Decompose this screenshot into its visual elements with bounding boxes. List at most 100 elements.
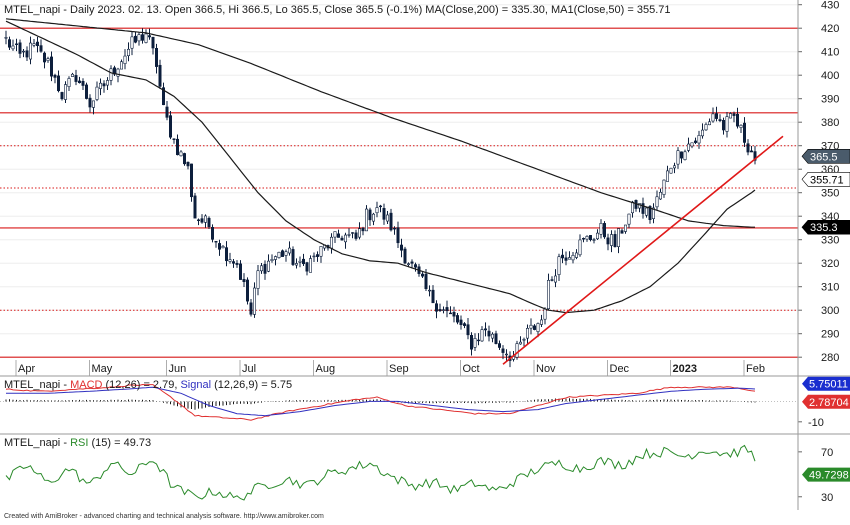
rsi-params: (15)	[91, 437, 111, 449]
candle-body	[78, 80, 82, 84]
x-tick-label-Aug: Aug	[316, 363, 336, 375]
candle-body	[343, 234, 347, 243]
candle-body	[277, 251, 281, 258]
candle-124	[438, 303, 442, 312]
candle-103	[364, 205, 368, 232]
candle-161	[567, 251, 571, 260]
candle-46	[165, 101, 169, 121]
candle-88	[312, 252, 316, 263]
candle-body	[725, 116, 729, 132]
candle-111	[392, 226, 396, 235]
candle-213	[749, 146, 753, 153]
candle-135	[476, 333, 480, 346]
candle-191	[672, 162, 676, 174]
price-tick-label-430: 430	[821, 0, 839, 12]
rsi-separator: -	[63, 437, 70, 449]
candle-202	[711, 107, 715, 123]
candle-body	[487, 330, 491, 337]
price-candles	[4, 28, 757, 368]
candle-body	[92, 100, 96, 108]
price-tick-label-290: 290	[821, 329, 839, 341]
candle-body	[266, 260, 270, 272]
candle-body	[106, 80, 110, 86]
candle-22	[81, 78, 85, 91]
candle-body	[574, 252, 578, 258]
candle-38	[137, 32, 141, 46]
candle-163	[574, 249, 578, 260]
candle-body	[211, 226, 215, 240]
candle-132	[466, 317, 470, 340]
price-badge-365.5: 365.5	[801, 148, 850, 164]
candle-82	[291, 246, 295, 267]
candle-204	[718, 114, 722, 123]
candle-body	[130, 36, 134, 49]
candle-body	[588, 235, 592, 241]
rsi-badge-shape	[802, 467, 850, 482]
x-tick-label-2023: 2023	[673, 363, 697, 375]
candle-48	[172, 138, 176, 144]
candle-200	[704, 122, 708, 131]
candle-130	[459, 315, 463, 330]
candle-body	[204, 215, 208, 223]
candle-146	[515, 340, 519, 360]
candle-138	[487, 325, 491, 342]
candle-71	[253, 282, 257, 318]
candle-98	[347, 228, 351, 238]
candle-35	[127, 42, 131, 62]
candle-143	[504, 349, 508, 361]
candle-body	[67, 78, 71, 87]
candle-body	[700, 129, 704, 137]
candle-151	[532, 324, 536, 331]
price-badge-label: 335.3	[810, 222, 838, 234]
candle-189	[665, 165, 669, 182]
candle-body	[4, 37, 8, 39]
candle-128	[452, 306, 456, 323]
candle-body	[473, 338, 477, 348]
candle-body	[662, 179, 666, 195]
candle-body	[102, 83, 106, 87]
ma200-line	[5, 18, 755, 228]
candle-body	[354, 232, 358, 239]
x-tick-label-Apr: Apr	[18, 363, 35, 375]
candle-body	[441, 309, 445, 311]
candle-body	[8, 39, 12, 48]
candle-body	[183, 153, 187, 165]
macd-tick-label--10: -10	[808, 417, 824, 429]
candle-175	[616, 228, 620, 254]
candle-70	[249, 298, 253, 317]
candle-136	[480, 326, 484, 342]
macd-pane: MTEL_napi - MACD (12,26) = 2.79, Signal …	[0, 379, 798, 421]
candle-body	[28, 42, 32, 60]
candle-69	[246, 277, 250, 305]
candle-108	[382, 203, 386, 225]
candle-114	[403, 246, 407, 265]
candle-53	[190, 163, 194, 202]
candle-body	[280, 250, 284, 257]
candle-body	[571, 255, 575, 261]
candle-body	[599, 223, 603, 235]
candle-body	[308, 258, 312, 273]
candle-43	[155, 43, 159, 74]
candle-body	[494, 333, 498, 345]
candle-29	[106, 77, 110, 90]
candle-37	[134, 31, 138, 44]
candle-131	[462, 322, 466, 329]
candle-121	[427, 285, 431, 297]
candle-36	[130, 30, 134, 56]
candle-159	[560, 248, 564, 264]
candle-body	[291, 249, 295, 265]
candle-body	[155, 48, 159, 67]
candle-177	[623, 224, 627, 234]
candle-body	[721, 120, 725, 131]
candle-105	[371, 212, 375, 226]
candle-body	[595, 232, 599, 240]
candle-body	[445, 307, 449, 312]
candle-77	[273, 255, 277, 266]
candle-body	[616, 228, 620, 247]
candle-body	[497, 343, 501, 348]
candle-body	[389, 212, 393, 231]
rsi-tick-label-30: 30	[821, 492, 833, 504]
candle-body	[144, 33, 148, 43]
candle-body	[448, 312, 452, 315]
